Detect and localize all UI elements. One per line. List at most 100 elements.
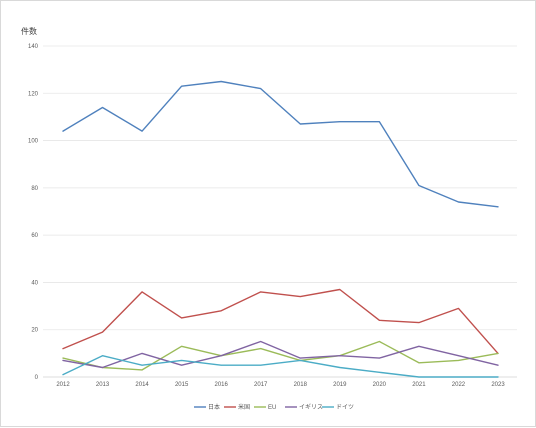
x-tick-label-2022: 2022 <box>452 382 466 388</box>
x-tick-label-2013: 2013 <box>96 382 110 388</box>
y-axis-title: 件数 <box>21 26 37 36</box>
x-tick-label-2018: 2018 <box>294 382 308 388</box>
y-tick-label-140: 140 <box>28 44 39 50</box>
data-point-s4-2018 <box>299 357 301 359</box>
legend-label-2: 米国 <box>238 403 250 411</box>
data-point-s4-2023 <box>497 364 499 366</box>
series-4 <box>62 340 499 369</box>
legend-label-3: EU <box>268 405 276 411</box>
data-point-s4-2020 <box>378 357 380 359</box>
x-tick-label-2012: 2012 <box>56 382 70 388</box>
x-tick-label-2017: 2017 <box>254 382 268 388</box>
data-point-s3-2020 <box>378 341 380 343</box>
legend: 日本 米国 EU イギリス ドイツ <box>194 403 354 411</box>
legend-item-2: 米国 <box>224 403 250 411</box>
data-point-s2-2012 <box>62 348 64 350</box>
legend-item-1: 日本 <box>194 403 220 411</box>
data-point-s1-2013 <box>102 107 104 109</box>
data-point-s5-2016 <box>220 364 222 366</box>
x-tick-label-2023: 2023 <box>491 382 505 388</box>
legend-item-4: イギリス <box>285 404 323 411</box>
data-point-s1-2022 <box>458 201 460 203</box>
legend-item-3: EU <box>254 405 276 411</box>
data-point-s1-2014 <box>141 130 143 132</box>
data-point-s4-2017 <box>260 341 262 343</box>
data-point-s2-2021 <box>418 322 420 324</box>
data-point-s3-2015 <box>181 345 183 347</box>
data-point-s5-2020 <box>378 371 380 373</box>
x-tick-label-2021: 2021 <box>412 382 426 388</box>
series-line-3 <box>62 340 499 371</box>
y-tick-label-120: 120 <box>28 91 39 97</box>
data-point-s3-2021 <box>418 362 420 364</box>
data-point-s5-2017 <box>260 364 262 366</box>
data-point-s1-2019 <box>339 121 341 123</box>
data-point-s3-2023 <box>497 352 499 354</box>
data-point-s4-2013 <box>102 367 104 369</box>
series-5 <box>62 355 499 378</box>
data-point-s3-2014 <box>141 369 143 371</box>
data-point-s5-2022 <box>458 376 460 378</box>
y-tick-label-100: 100 <box>28 139 39 145</box>
data-point-s4-2012 <box>62 360 64 362</box>
series-lines <box>62 80 499 378</box>
data-point-s4-2014 <box>141 352 143 354</box>
y-tick-label-20: 20 <box>31 328 38 334</box>
data-point-s4-2021 <box>418 345 420 347</box>
gridlines <box>43 45 517 331</box>
x-tick-label-2014: 2014 <box>135 382 149 388</box>
data-point-s2-2020 <box>378 319 380 321</box>
series-line-2 <box>62 288 499 355</box>
data-point-s2-2018 <box>299 296 301 298</box>
data-point-s1-2023 <box>497 206 499 208</box>
series-line-5 <box>62 355 499 378</box>
data-point-s5-2021 <box>418 376 420 378</box>
data-point-s1-2021 <box>418 185 420 187</box>
y-tick-label-0: 0 <box>35 375 39 381</box>
x-tick-label-2015: 2015 <box>175 382 189 388</box>
series-3 <box>62 340 499 371</box>
y-tick-label-60: 60 <box>31 233 38 239</box>
legend-label-5: ドイツ <box>336 405 354 411</box>
data-point-s2-2013 <box>102 331 104 333</box>
series-line-4 <box>62 340 499 369</box>
data-point-s3-2017 <box>260 348 262 350</box>
data-point-s1-2016 <box>220 81 222 83</box>
data-point-s5-2018 <box>299 360 301 362</box>
series-2 <box>62 288 499 355</box>
data-point-s1-2015 <box>181 85 183 87</box>
data-point-s2-2022 <box>458 308 460 310</box>
data-point-s4-2019 <box>339 355 341 357</box>
data-point-s5-2019 <box>339 367 341 369</box>
data-point-s3-2012 <box>62 357 64 359</box>
data-point-s5-2015 <box>181 360 183 362</box>
x-tick-label-2016: 2016 <box>215 382 229 388</box>
legend-label-1: 日本 <box>208 403 220 411</box>
data-point-s2-2014 <box>141 291 143 293</box>
data-point-s1-2020 <box>378 121 380 123</box>
data-point-s2-2015 <box>181 317 183 319</box>
y-tick-label-80: 80 <box>31 186 38 192</box>
data-point-s5-2013 <box>102 355 104 357</box>
series-1 <box>62 80 499 208</box>
series-line-1 <box>62 80 499 208</box>
data-point-s1-2018 <box>299 123 301 125</box>
x-tick-label-2020: 2020 <box>373 382 387 388</box>
data-point-s4-2022 <box>458 355 460 357</box>
y-tick-label-40: 40 <box>31 280 38 286</box>
data-point-s5-2012 <box>62 374 64 376</box>
data-point-s4-2016 <box>220 355 222 357</box>
legend-label-4: イギリス <box>299 404 323 411</box>
data-point-s2-2019 <box>339 289 341 291</box>
legend-item-5: ドイツ <box>322 405 354 411</box>
data-point-s2-2017 <box>260 291 262 293</box>
data-point-s5-2014 <box>141 364 143 366</box>
data-point-s1-2012 <box>62 130 64 132</box>
data-point-s2-2016 <box>220 310 222 312</box>
data-point-s5-2023 <box>497 376 499 378</box>
axes: 0 20 40 60 80 100 120 140 2012 2013 2014 2015 2016 20… <box>28 44 517 388</box>
data-point-s1-2017 <box>260 88 262 90</box>
x-tick-label-2019: 2019 <box>333 382 347 388</box>
